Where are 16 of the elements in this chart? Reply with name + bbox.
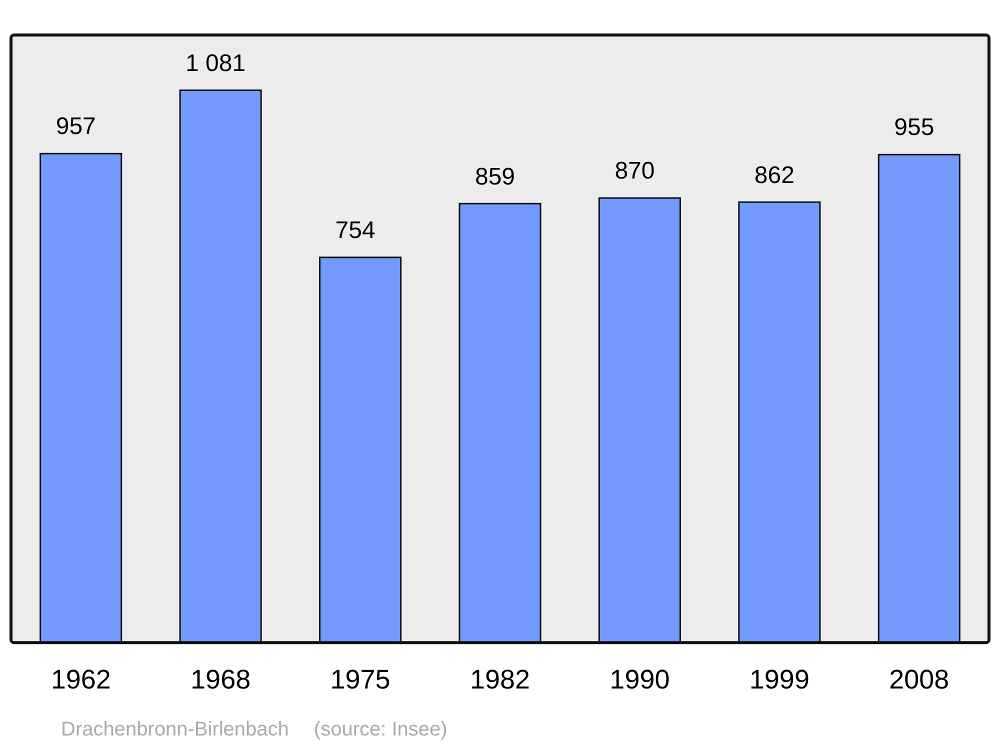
text: (source: Insee) xyxy=(314,718,448,741)
data-label: 754 xyxy=(335,216,376,244)
x-tick-label: 1982 xyxy=(470,664,530,694)
x-tick-label: 1962 xyxy=(50,664,111,694)
x-tick-label: 1990 xyxy=(610,664,670,694)
data-label: 1 081 xyxy=(186,50,246,77)
x-tick-label: 2008 xyxy=(889,664,950,694)
data-label: 955 xyxy=(894,114,934,142)
x-tick-label: 1999 xyxy=(749,664,810,694)
data-label: 862 xyxy=(754,162,794,189)
x-tick-label: 1968 xyxy=(190,664,251,694)
data-label: 859 xyxy=(474,163,516,190)
data-label: 870 xyxy=(614,158,655,185)
x-tick-label: 1975 xyxy=(330,664,390,694)
data-label: 957 xyxy=(56,113,96,140)
text: Drachenbronn-Birlenbach xyxy=(61,718,289,741)
